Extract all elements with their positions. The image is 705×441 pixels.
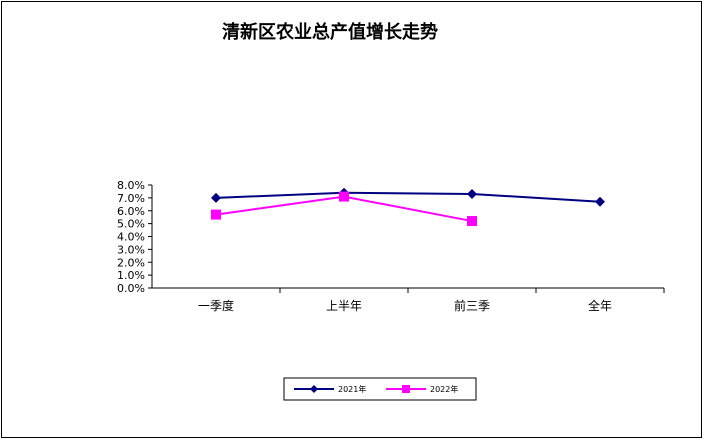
y-tick-label: 8.0% xyxy=(117,179,145,192)
x-category-label: 前三季 xyxy=(454,298,490,313)
legend-label: 2021年 xyxy=(338,384,366,394)
data-point-marker xyxy=(467,189,477,200)
data-point-marker xyxy=(211,192,221,203)
y-tick-label: 1.0% xyxy=(117,269,145,282)
x-category-label: 全年 xyxy=(588,298,612,313)
y-tick-label: 2.0% xyxy=(117,256,145,269)
y-tick-label: 3.0% xyxy=(117,243,145,256)
series-line-1 xyxy=(215,191,601,203)
x-category-label: 上半年 xyxy=(326,299,362,313)
legend-box xyxy=(283,377,477,401)
x-category-labels: 一季度 上半年 前三季 全年 xyxy=(198,298,612,313)
series-lines xyxy=(215,191,601,223)
data-point-marker xyxy=(339,191,349,202)
legend-label: 2022年 xyxy=(430,384,458,394)
data-point-marker xyxy=(595,196,605,207)
data-point-marker xyxy=(467,216,477,227)
y-tick-label: 0.0% xyxy=(117,282,145,295)
legend: 2021年 2022年 xyxy=(283,377,477,401)
data-point-marker xyxy=(211,209,221,220)
axes xyxy=(148,184,665,293)
legend-marker xyxy=(402,385,410,393)
y-tick-label: 6.0% xyxy=(117,205,145,218)
y-tick-label: 5.0% xyxy=(117,218,145,231)
y-tick-label: 7.0% xyxy=(117,192,145,205)
x-category-label: 一季度 xyxy=(198,298,234,313)
series-markers xyxy=(211,187,605,227)
chart-title: 清新区农业总产值增长走势 xyxy=(222,22,438,43)
y-tick-label: 4.0% xyxy=(117,231,145,244)
legend-marker xyxy=(310,385,318,393)
y-tick-labels: 0.0%1.0%2.0%3.0%4.0%5.0%6.0%7.0%8.0% xyxy=(117,179,145,295)
